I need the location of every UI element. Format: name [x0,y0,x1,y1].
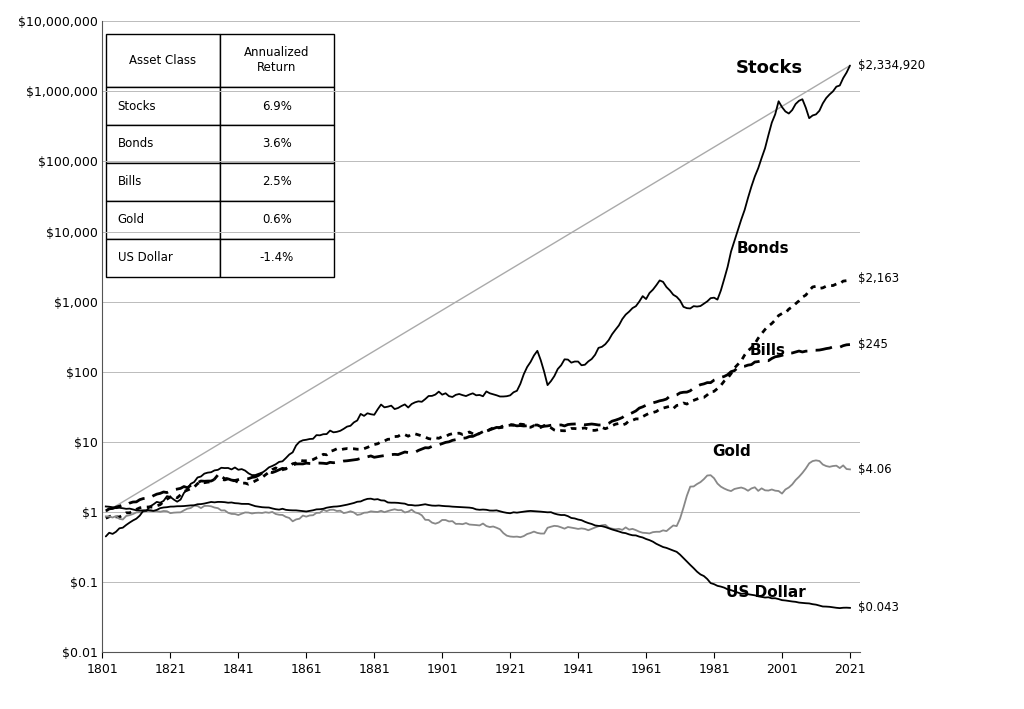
Text: $245: $245 [858,338,888,351]
Text: $2,334,920: $2,334,920 [858,59,926,72]
Text: Bonds: Bonds [736,241,788,256]
Text: $2,163: $2,163 [858,272,899,285]
Text: $0.043: $0.043 [858,601,899,615]
Text: $4.06: $4.06 [858,463,892,476]
Text: Gold: Gold [713,444,752,459]
Text: US Dollar: US Dollar [726,586,806,601]
Text: Bills: Bills [750,342,785,357]
Text: Stocks: Stocks [735,59,803,77]
